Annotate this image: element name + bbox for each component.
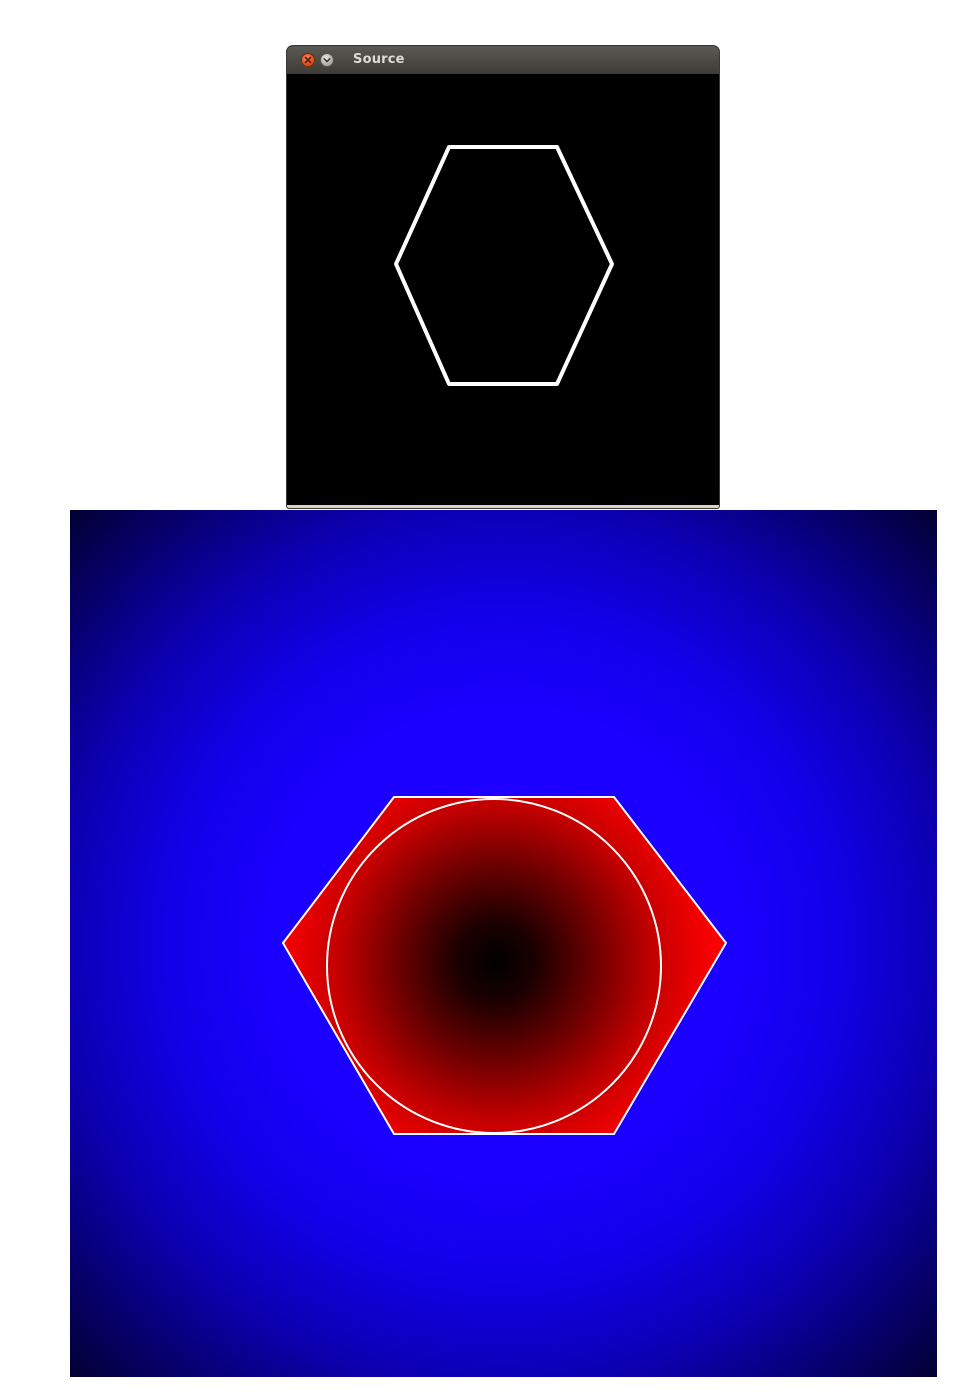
- window-title: Source: [353, 52, 405, 67]
- close-icon: [304, 56, 312, 64]
- distance-result-image: [70, 510, 937, 1377]
- chevron-down-icon: [323, 58, 331, 63]
- minimize-button[interactable]: [320, 53, 334, 67]
- hexagon-region: [281, 796, 728, 1135]
- close-button[interactable]: [301, 53, 315, 67]
- result-overlay: [281, 796, 728, 1135]
- window-bottom-edge: [287, 505, 719, 508]
- inscribed-circle: [326, 798, 662, 1134]
- source-window: Source: [287, 46, 719, 508]
- hexagon-outline: [394, 145, 614, 386]
- window-titlebar[interactable]: Source: [287, 46, 719, 75]
- source-canvas: [287, 74, 719, 505]
- source-hexagon: [394, 145, 614, 386]
